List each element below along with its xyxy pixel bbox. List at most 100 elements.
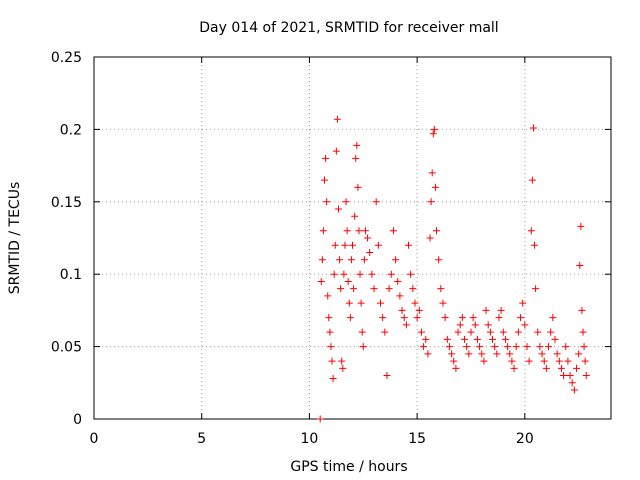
data-point xyxy=(534,328,542,336)
data-point xyxy=(405,241,413,249)
data-point xyxy=(364,234,372,242)
data-point xyxy=(317,277,325,285)
data-point xyxy=(570,386,578,394)
data-point xyxy=(465,350,473,358)
data-point xyxy=(337,285,345,293)
axis-ticks: 0 0.05 0.1 0.15 0.2 0.25 0 5 10 15 20 xyxy=(51,50,611,447)
x-tick-label: 0 xyxy=(90,431,99,447)
data-point xyxy=(352,154,360,162)
data-point xyxy=(328,357,336,365)
data-point xyxy=(538,350,546,358)
data-point xyxy=(370,285,378,293)
data-point xyxy=(331,241,339,249)
data-point xyxy=(433,227,441,235)
data-point xyxy=(557,364,565,372)
data-point xyxy=(340,270,348,278)
data-point xyxy=(512,343,520,351)
data-point xyxy=(377,299,385,307)
data-point xyxy=(519,299,527,307)
data-point xyxy=(551,335,559,343)
data-point xyxy=(452,364,460,372)
data-point xyxy=(531,241,539,249)
data-point xyxy=(338,357,346,365)
data-point xyxy=(566,372,574,380)
data-point xyxy=(448,350,456,358)
data-point xyxy=(549,314,557,322)
data-point xyxy=(354,183,362,191)
data-point xyxy=(445,343,453,351)
x-tick-label: 20 xyxy=(516,431,534,447)
data-point xyxy=(497,306,505,314)
data-point xyxy=(368,270,376,278)
data-point xyxy=(344,277,352,285)
data-point xyxy=(402,321,410,329)
data-point xyxy=(536,343,544,351)
y-tick-label: 0 xyxy=(73,412,82,428)
data-point xyxy=(355,227,363,235)
y-tick-label: 0.15 xyxy=(51,195,82,211)
data-point xyxy=(345,299,353,307)
data-point xyxy=(327,343,335,351)
data-point xyxy=(359,343,367,351)
data-point xyxy=(366,248,374,256)
data-point xyxy=(542,364,550,372)
data-points xyxy=(316,115,590,423)
data-point xyxy=(361,227,369,235)
x-tick-label: 15 xyxy=(408,431,426,447)
data-point xyxy=(454,328,462,336)
data-point xyxy=(341,241,349,249)
data-point xyxy=(320,176,328,184)
data-point xyxy=(356,270,364,278)
data-point xyxy=(334,205,342,213)
data-point xyxy=(469,314,477,322)
data-point xyxy=(336,256,344,264)
data-point xyxy=(411,299,419,307)
data-point xyxy=(576,262,584,270)
data-point xyxy=(431,183,439,191)
data-point xyxy=(343,227,351,235)
data-point xyxy=(582,372,590,380)
data-point xyxy=(413,314,421,322)
data-point xyxy=(372,198,380,206)
data-point xyxy=(439,299,447,307)
data-point xyxy=(528,176,536,184)
data-point xyxy=(409,285,417,293)
data-point xyxy=(430,125,438,133)
data-point xyxy=(383,372,391,380)
data-point xyxy=(480,357,488,365)
data-point xyxy=(478,350,486,358)
data-point xyxy=(347,256,355,264)
data-point xyxy=(346,314,354,322)
data-point xyxy=(463,343,471,351)
data-point xyxy=(332,147,340,155)
data-point xyxy=(417,328,425,336)
data-point xyxy=(429,130,437,138)
data-point xyxy=(562,343,570,351)
data-point xyxy=(510,364,518,372)
data-point xyxy=(577,222,585,230)
data-point xyxy=(385,285,393,293)
data-point xyxy=(471,321,479,329)
data-point xyxy=(484,321,492,329)
y-tick-label: 0.25 xyxy=(51,50,82,66)
y-tick-label: 0.05 xyxy=(51,340,82,356)
data-point xyxy=(389,227,397,235)
data-point xyxy=(316,415,324,423)
data-point xyxy=(456,321,464,329)
data-point xyxy=(499,328,507,336)
data-point xyxy=(553,350,561,358)
data-point xyxy=(379,314,387,322)
data-point xyxy=(333,115,341,123)
data-point xyxy=(319,227,327,235)
data-point xyxy=(374,241,382,249)
data-point xyxy=(508,357,516,365)
data-point xyxy=(491,343,499,351)
data-point xyxy=(396,292,404,300)
data-point xyxy=(426,234,434,242)
data-point xyxy=(573,364,581,372)
x-tick-label: 5 xyxy=(197,431,206,447)
data-point xyxy=(579,328,587,336)
data-point xyxy=(330,270,338,278)
grid xyxy=(94,57,611,419)
